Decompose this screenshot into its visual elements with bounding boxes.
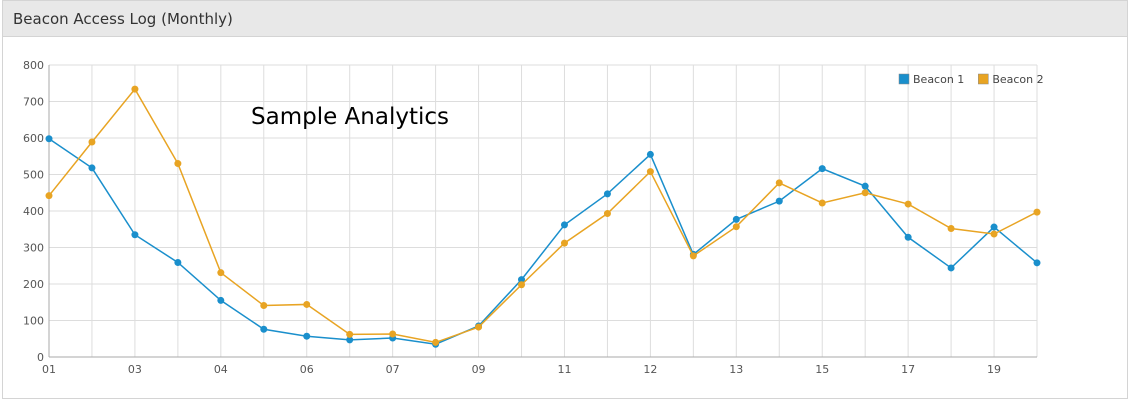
data-point [45,135,53,143]
data-point [904,233,912,241]
chart-title: Sample Analytics [251,104,449,130]
data-point [260,325,268,333]
legend: Beacon 1 Beacon 2 [898,73,1044,86]
series-group [45,85,1041,348]
data-point [131,231,139,239]
series-line [48,87,1038,344]
panel-title: Beacon Access Log (Monthly) [13,9,233,28]
data-point [303,300,311,308]
data-point [560,221,568,229]
data-point [947,225,955,233]
y-tick-label: 300 [23,242,44,255]
data-point [732,223,740,231]
y-tick-labels: 0 100 200 300 400 500 600 700 800 [23,59,44,364]
x-tick-label: 09 [472,363,486,376]
data-point [260,302,268,310]
y-tick-label: 500 [23,169,44,182]
data-point [45,192,53,200]
data-point [432,338,440,346]
panel-header: Beacon Access Log (Monthly) [3,1,1127,37]
legend-item-2: Beacon 2 [978,73,1044,86]
data-point [775,179,783,187]
x-tick-label: 19 [987,363,1001,376]
series-line [48,138,1038,345]
y-tick-label: 600 [23,132,44,145]
grid [48,64,1038,358]
data-point [217,296,225,304]
legend-label: Beacon 2 [992,73,1043,86]
x-tick-label: 03 [128,363,142,376]
data-point [861,182,869,190]
x-tick-label: 12 [643,363,657,376]
series-1 [45,135,1041,348]
data-point [346,336,354,344]
line-chart: 0 100 200 300 400 500 600 700 800 01 03 04 06 07 09 11… [23,59,1044,376]
legend-item-1: Beacon 1 [898,73,964,86]
legend-swatch [978,73,989,85]
x-tick-label: 04 [214,363,228,376]
data-point [990,223,998,231]
chart-panel: Beacon Access Log (Monthly) 0 100 200 300 40… [2,0,1128,399]
y-tick-label: 100 [23,315,44,328]
data-point [1033,259,1041,267]
axes [48,65,1037,358]
x-tick-label: 07 [386,363,400,376]
data-point [88,164,96,172]
y-tick-label: 700 [23,96,44,109]
y-tick-label: 200 [23,278,44,291]
data-point [818,199,826,207]
x-tick-label: 01 [42,363,56,376]
data-point [603,210,611,218]
chart-area: 0 100 200 300 400 500 600 700 800 01 03 04 06 07 09 11… [3,37,1129,399]
x-tick-label: 15 [815,363,829,376]
legend-swatch [898,73,910,85]
data-point [389,330,397,338]
data-point [518,276,526,284]
data-point [861,189,869,197]
data-point [775,197,783,205]
data-point [646,150,654,158]
y-tick-label: 0 [37,351,44,364]
y-tick-label: 800 [23,59,44,72]
data-point [346,330,354,338]
x-tick-label: 17 [901,363,915,376]
data-point [1033,208,1041,216]
data-point [174,258,182,266]
data-point [947,264,955,272]
data-point [518,281,526,289]
data-point [475,323,483,331]
data-point [990,230,998,238]
legend-label: Beacon 1 [913,73,964,86]
data-point [646,168,654,176]
data-point [560,239,568,247]
x-tick-label: 13 [729,363,743,376]
data-point [689,252,697,260]
data-point [303,332,311,340]
data-point [88,138,96,146]
series-2 [45,85,1041,346]
data-point [131,85,139,93]
data-point [732,215,740,223]
x-tick-label: 11 [557,363,571,376]
data-point [217,269,225,277]
x-tick-labels: 01 03 04 06 07 09 11 12 13 15 17 19 [42,363,1001,376]
data-point [174,160,182,168]
data-point [818,165,826,173]
y-tick-label: 400 [23,205,44,218]
data-point [904,200,912,208]
data-point [603,190,611,198]
x-tick-label: 06 [300,363,314,376]
